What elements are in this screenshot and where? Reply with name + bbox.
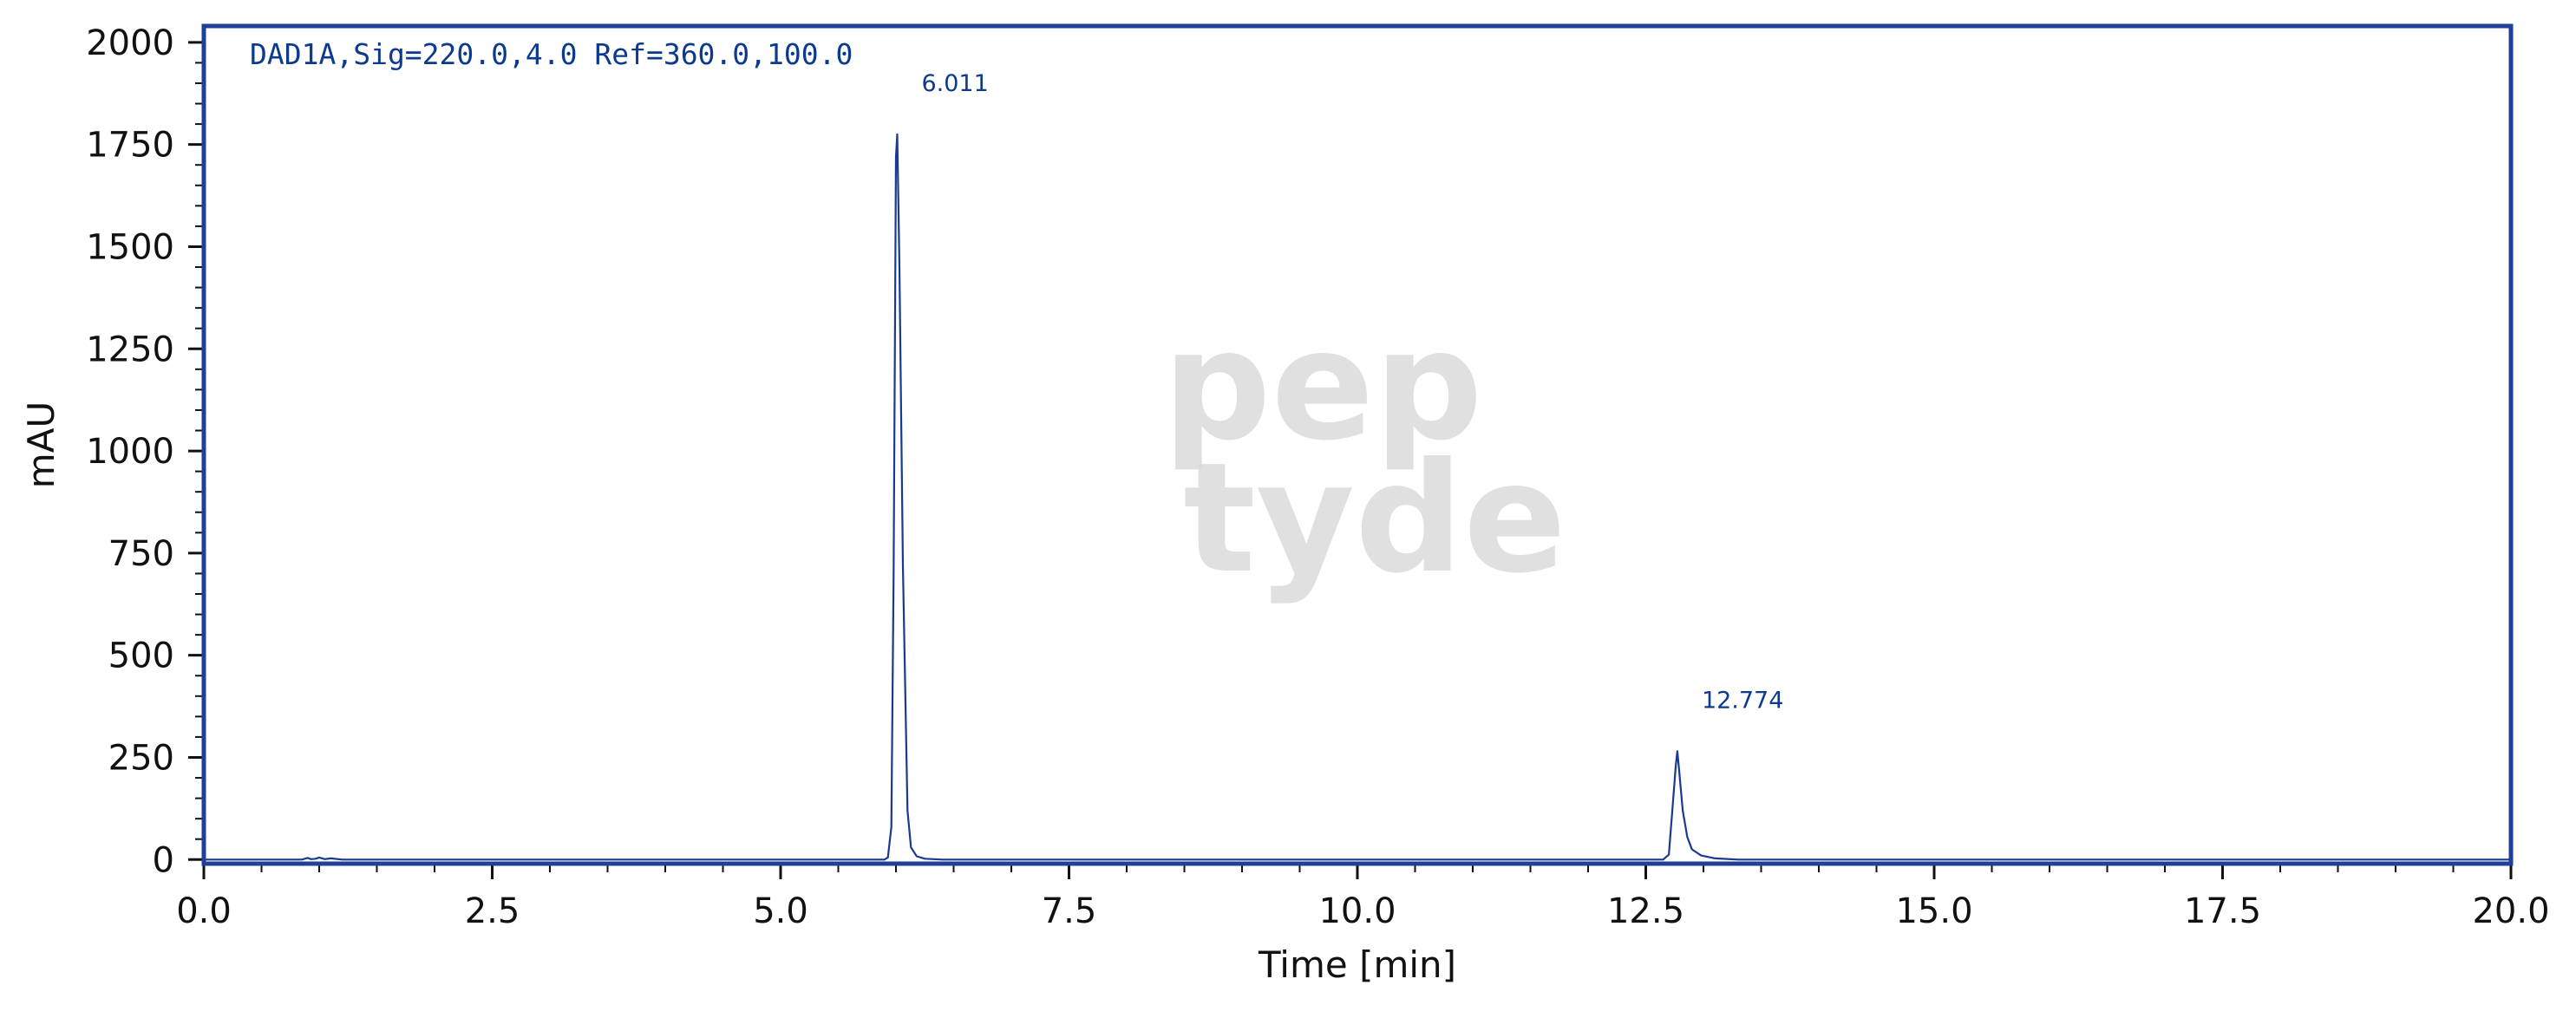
peak-label: 6.011	[921, 70, 988, 97]
peak-label: 12.774	[1702, 687, 1783, 714]
x-tick-label: 17.5	[2184, 891, 2261, 931]
y-tick-label: 2000	[86, 23, 174, 63]
watermark-line-2: tyde	[1183, 431, 1566, 607]
y-tick-label: 1500	[86, 227, 174, 267]
y-tick-label: 1750	[86, 126, 174, 166]
peak-annotations: 6.011 12.774	[921, 70, 1783, 715]
x-tick-label: 5.0	[753, 891, 808, 931]
chromatogram-trace	[204, 133, 2511, 861]
y-tick-label: 1000	[86, 432, 174, 472]
x-tick-label: 20.0	[2472, 891, 2549, 931]
plot-frame	[201, 23, 2514, 866]
y-tick-label: 0	[153, 840, 174, 880]
x-tick-label: 10.0	[1318, 891, 1396, 931]
y-axis-label: mAU	[20, 401, 62, 488]
y-tick-label: 500	[108, 636, 174, 676]
y-tick-label: 1250	[86, 330, 174, 369]
x-tick-label: 15.0	[1895, 891, 1972, 931]
x-tick-label: 7.5	[1042, 891, 1097, 931]
watermark-line-1: pep	[1162, 298, 1482, 474]
trace-layer	[204, 133, 2511, 861]
x-axis-label: Time [min]	[1258, 943, 1456, 986]
watermark-logo: pep tyde	[1162, 298, 1566, 607]
y-tick-label: 250	[108, 738, 174, 778]
y-tick-label: 750	[108, 534, 174, 574]
x-tick-label: 2.5	[465, 891, 520, 931]
x-tick-label: 12.5	[1607, 891, 1684, 931]
signal-label: DAD1A,Sig=220.0,4.0 Ref=360.0,100.0	[250, 37, 853, 71]
x-tick-label: 0.0	[176, 891, 232, 931]
